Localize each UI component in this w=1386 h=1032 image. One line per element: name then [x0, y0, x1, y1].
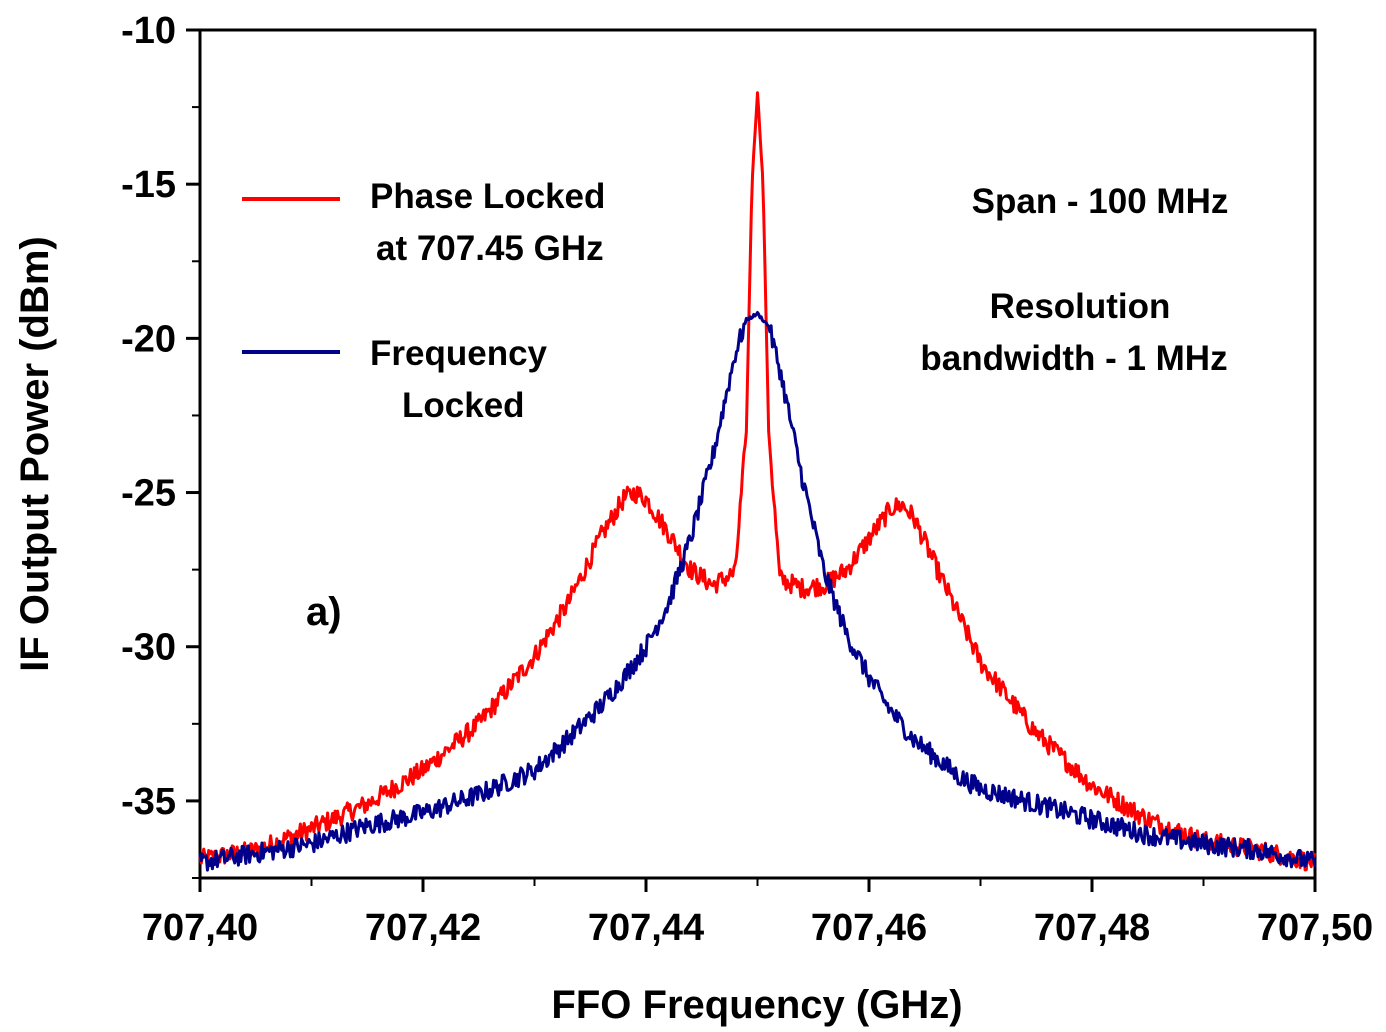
x-tick-label: 707,40 [142, 907, 258, 949]
legend-label-frequency-locked-line1: Frequency [370, 334, 548, 373]
x-axis-title: FFO Frequency (GHz) [551, 983, 962, 1027]
x-ticks: 707,40 707,42 707,44 707,46 707,48 707,50 [142, 878, 1373, 949]
x-tick-label: 707,46 [811, 907, 927, 949]
plot-frame [198, 28, 1317, 880]
y-tick-label: -25 [121, 473, 176, 515]
y-tick-label: -10 [121, 10, 176, 52]
y-tick-label: -20 [121, 318, 176, 360]
x-tick-label: 707,50 [1257, 907, 1373, 949]
annotation-resolution: Resolution [990, 287, 1171, 326]
legend: Phase Locked at 707.45 GHz Frequency Loc… [242, 177, 605, 425]
x-tick-label: 707,42 [365, 907, 481, 949]
annotation-span: Span - 100 MHz [972, 182, 1229, 221]
series-group [198, 91, 1317, 872]
y-ticks: -10 -15 -20 -25 -30 -35 [121, 10, 200, 879]
legend-label-phase-locked-line2: at 707.45 GHz [376, 229, 604, 268]
y-axis-title: IF Output Power (dBm) [13, 236, 57, 672]
annotation-bandwidth: bandwidth - 1 MHz [920, 339, 1227, 378]
series-line-frequency-locked [198, 310, 1317, 872]
legend-label-phase-locked-line1: Phase Locked [370, 177, 605, 216]
legend-label-frequency-locked-line2: Locked [402, 386, 525, 425]
y-tick-label: -15 [121, 164, 176, 206]
y-tick-label: -35 [121, 781, 176, 823]
panel-label: a) [306, 590, 342, 634]
series-line-phase-locked [198, 91, 1317, 872]
y-tick-label: -30 [121, 627, 176, 669]
x-tick-label: 707,48 [1034, 907, 1150, 949]
x-tick-label: 707,44 [588, 907, 704, 949]
